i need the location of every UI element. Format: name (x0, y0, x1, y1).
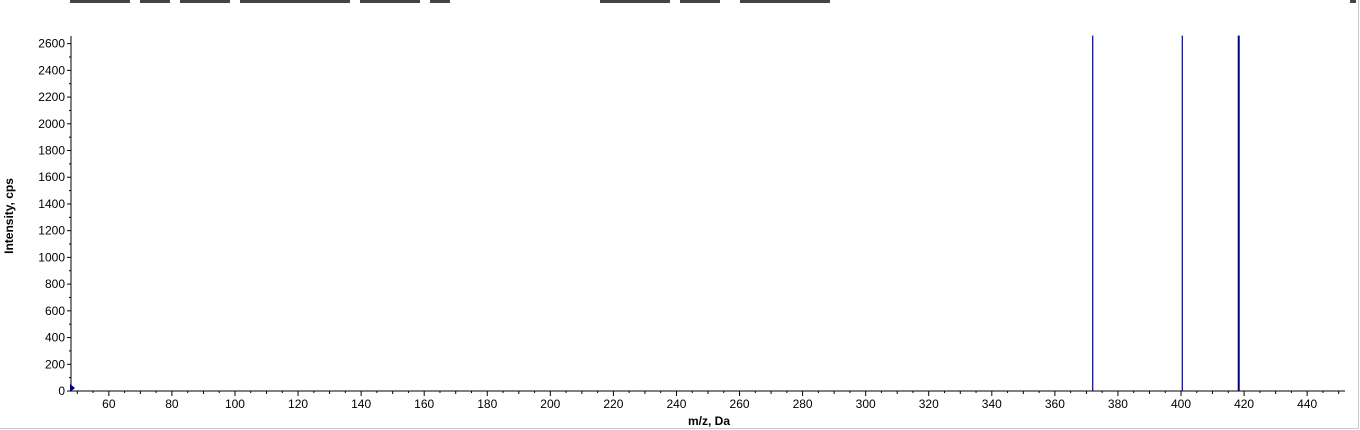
x-axis-ticks: 60 80 100 120 140 160 180 200 220 240 260 280 300 320… (76, 391, 1340, 411)
x-tick-label: 320 (919, 397, 939, 411)
x-tick-label: 200 (540, 397, 560, 411)
x-tick-label: 280 (793, 397, 813, 411)
y-tick-label: 1000 (38, 250, 65, 264)
cursor-marker-icon (70, 384, 75, 392)
y-tick-label: 1600 (38, 170, 65, 184)
x-tick-label: 240 (666, 397, 686, 411)
x-tick-label: 340 (982, 397, 1002, 411)
x-tick-label: 380 (1108, 397, 1128, 411)
y-tick-label: 1800 (38, 144, 65, 158)
y-tick-label: 2200 (38, 90, 65, 104)
y-tick-label: 200 (45, 357, 65, 371)
y-tick-label: 400 (45, 331, 65, 345)
y-tick-label: 1400 (38, 197, 65, 211)
spectrum-peaks (1092, 35, 1240, 391)
x-tick-label: 260 (730, 397, 750, 411)
x-tick-label: 360 (1045, 397, 1065, 411)
x-tick-label: 180 (477, 397, 497, 411)
x-axis-title: m/z, Da (688, 414, 730, 428)
x-tick-label: 420 (1234, 397, 1254, 411)
y-axis-title: Intensity, cps (2, 178, 16, 254)
y-tick-label: 800 (45, 277, 65, 291)
y-tick-label: 1200 (38, 224, 65, 238)
x-tick-label: 140 (351, 397, 371, 411)
x-tick-label: 100 (225, 397, 245, 411)
x-tick-label: 60 (102, 397, 116, 411)
x-tick-label: 120 (288, 397, 308, 411)
y-tick-label: 600 (45, 304, 65, 318)
y-tick-label: 2000 (38, 117, 65, 131)
x-tick-label: 440 (1297, 397, 1317, 411)
x-tick-label: 160 (414, 397, 434, 411)
x-tick-label: 300 (856, 397, 876, 411)
y-axis-ticks: 0 200 400 600 800 1000 1200 1400 1600 1800 2000 220… (38, 37, 71, 398)
x-tick-label: 400 (1171, 397, 1191, 411)
clipped-header-text (0, 0, 1360, 4)
x-tick-label: 220 (603, 397, 623, 411)
y-tick-label: 0 (58, 384, 65, 398)
y-tick-label: 2400 (38, 63, 65, 77)
x-tick-label: 80 (165, 397, 179, 411)
y-tick-label: 2600 (38, 37, 65, 51)
